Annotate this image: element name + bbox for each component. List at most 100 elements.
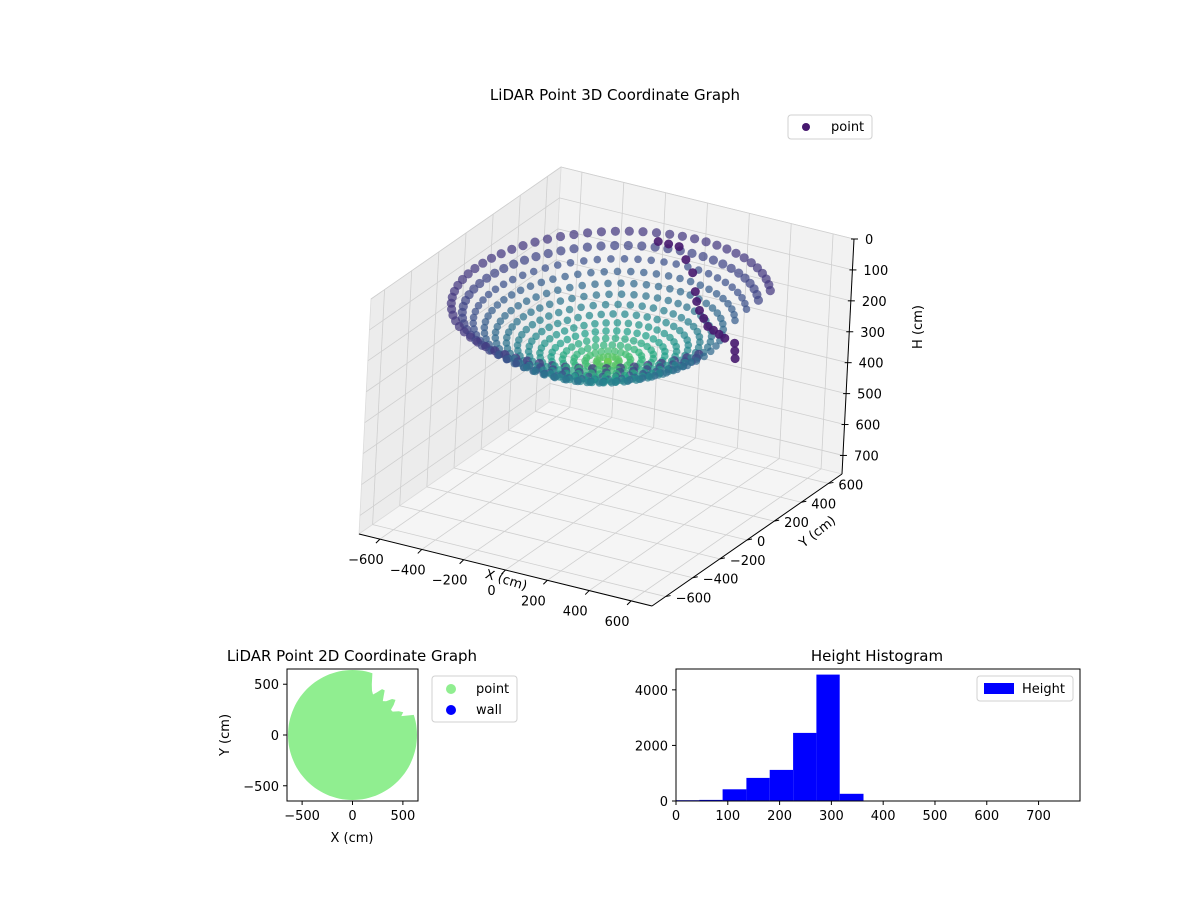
y-tick-mark [774, 519, 780, 522]
point-3d [653, 326, 661, 334]
x-tick-mark [501, 569, 506, 575]
point-3d [684, 263, 692, 271]
grid-line-y-left [372, 289, 385, 525]
point-3d [613, 327, 621, 335]
point-3d [480, 329, 489, 338]
point-3d [580, 257, 588, 265]
point-3d [584, 344, 592, 353]
chart-3d-zlabel: H (cm) [911, 305, 926, 349]
point-3d [635, 321, 643, 329]
chart-2d-legend-label-wall: wall [476, 703, 502, 718]
y-tick-mark [719, 557, 725, 560]
x-tick-label: 500 [923, 809, 948, 824]
point-3d [677, 313, 686, 322]
x-tick-mark [543, 579, 548, 585]
point-3d [611, 334, 620, 343]
point-3d-dark [674, 242, 684, 252]
z-tick-label: 300 [860, 326, 885, 341]
point-3d [617, 290, 626, 299]
histogram-legend-box [976, 675, 1074, 702]
grid-line-z-left [364, 290, 555, 424]
point-3d [739, 253, 749, 263]
point-3d [499, 280, 508, 289]
point-3d [518, 271, 527, 280]
point-3d [509, 259, 519, 269]
grid-line-y-floor [453, 467, 748, 541]
point-3d [526, 282, 535, 291]
point-3d [528, 320, 537, 329]
point-3d [507, 244, 517, 254]
point-3d [469, 319, 478, 328]
grid-line-x-back [736, 213, 750, 449]
point-3d [478, 258, 488, 268]
point-3d [571, 332, 580, 341]
point-3d [574, 313, 582, 322]
point-3d [601, 300, 610, 309]
x-tick-label: 200 [767, 809, 792, 824]
point-3d [637, 241, 647, 251]
y-tick-label: 0 [757, 535, 765, 550]
point-3d [706, 347, 715, 356]
histogram-legend-label: Height [1022, 682, 1065, 697]
histogram-bar [816, 674, 840, 801]
point-3d [609, 310, 617, 318]
point-3d [712, 240, 722, 250]
point-3d [582, 242, 593, 252]
point-3d [634, 255, 642, 264]
chart-2d-legend-marker-wall [446, 705, 456, 715]
point-3d-dark [730, 338, 740, 348]
point-3d [660, 258, 668, 266]
point-3d [660, 329, 669, 338]
x-tick-label: 500 [390, 809, 415, 824]
point-3d [556, 339, 565, 348]
point-3d-dark [664, 239, 674, 249]
x-tick-label: 600 [605, 615, 630, 630]
z-tick-label: 100 [863, 264, 888, 279]
point-3d [481, 318, 490, 326]
point-3d [742, 305, 751, 314]
point-3d [608, 341, 616, 349]
x-tick-label: 600 [974, 809, 999, 824]
z-tick-label: 400 [859, 357, 884, 372]
point-3d [728, 283, 736, 292]
x-tick-label: 400 [563, 605, 588, 620]
point-3d [607, 379, 616, 387]
point-3d [582, 337, 591, 346]
x-tick-mark [459, 559, 464, 565]
x-tick-label: 100 [715, 809, 740, 824]
point-3d [629, 337, 638, 345]
point-3d [672, 260, 680, 268]
point-3d [507, 291, 516, 299]
point-3d [523, 363, 531, 372]
x-tick-label: −200 [432, 574, 468, 589]
point-3d [649, 304, 658, 312]
point-3d [556, 246, 566, 256]
x-tick-label: 200 [521, 594, 546, 609]
grid-line-y-floor [508, 429, 802, 503]
point-3d [531, 252, 541, 262]
point-3d [660, 306, 668, 315]
point-3d [719, 294, 727, 303]
point-3d [700, 352, 708, 361]
grid-line-z-left [369, 197, 560, 331]
y-tick-label: 500 [254, 678, 279, 693]
point-3d [753, 295, 764, 305]
point-3d [614, 300, 622, 309]
chart-3d-legend: point [787, 114, 873, 140]
point-3d [486, 253, 497, 263]
point-3d [765, 286, 775, 296]
point-3d [493, 301, 502, 309]
point-3d-dark [695, 305, 704, 315]
x-tick-label: −600 [348, 553, 384, 568]
point-3d [596, 241, 606, 251]
point-3d [593, 255, 602, 264]
point-3d [581, 329, 589, 338]
point-3d [610, 240, 620, 251]
point-3d [719, 320, 727, 328]
point-3d [624, 226, 634, 236]
point-3d [541, 264, 550, 272]
point-3d [616, 341, 625, 350]
grid-line-z-back [559, 197, 853, 271]
point-3d [637, 339, 645, 348]
histogram-plot: 0 100 200 300 400 500 600 700 0 2000 4000 [635, 674, 1080, 824]
